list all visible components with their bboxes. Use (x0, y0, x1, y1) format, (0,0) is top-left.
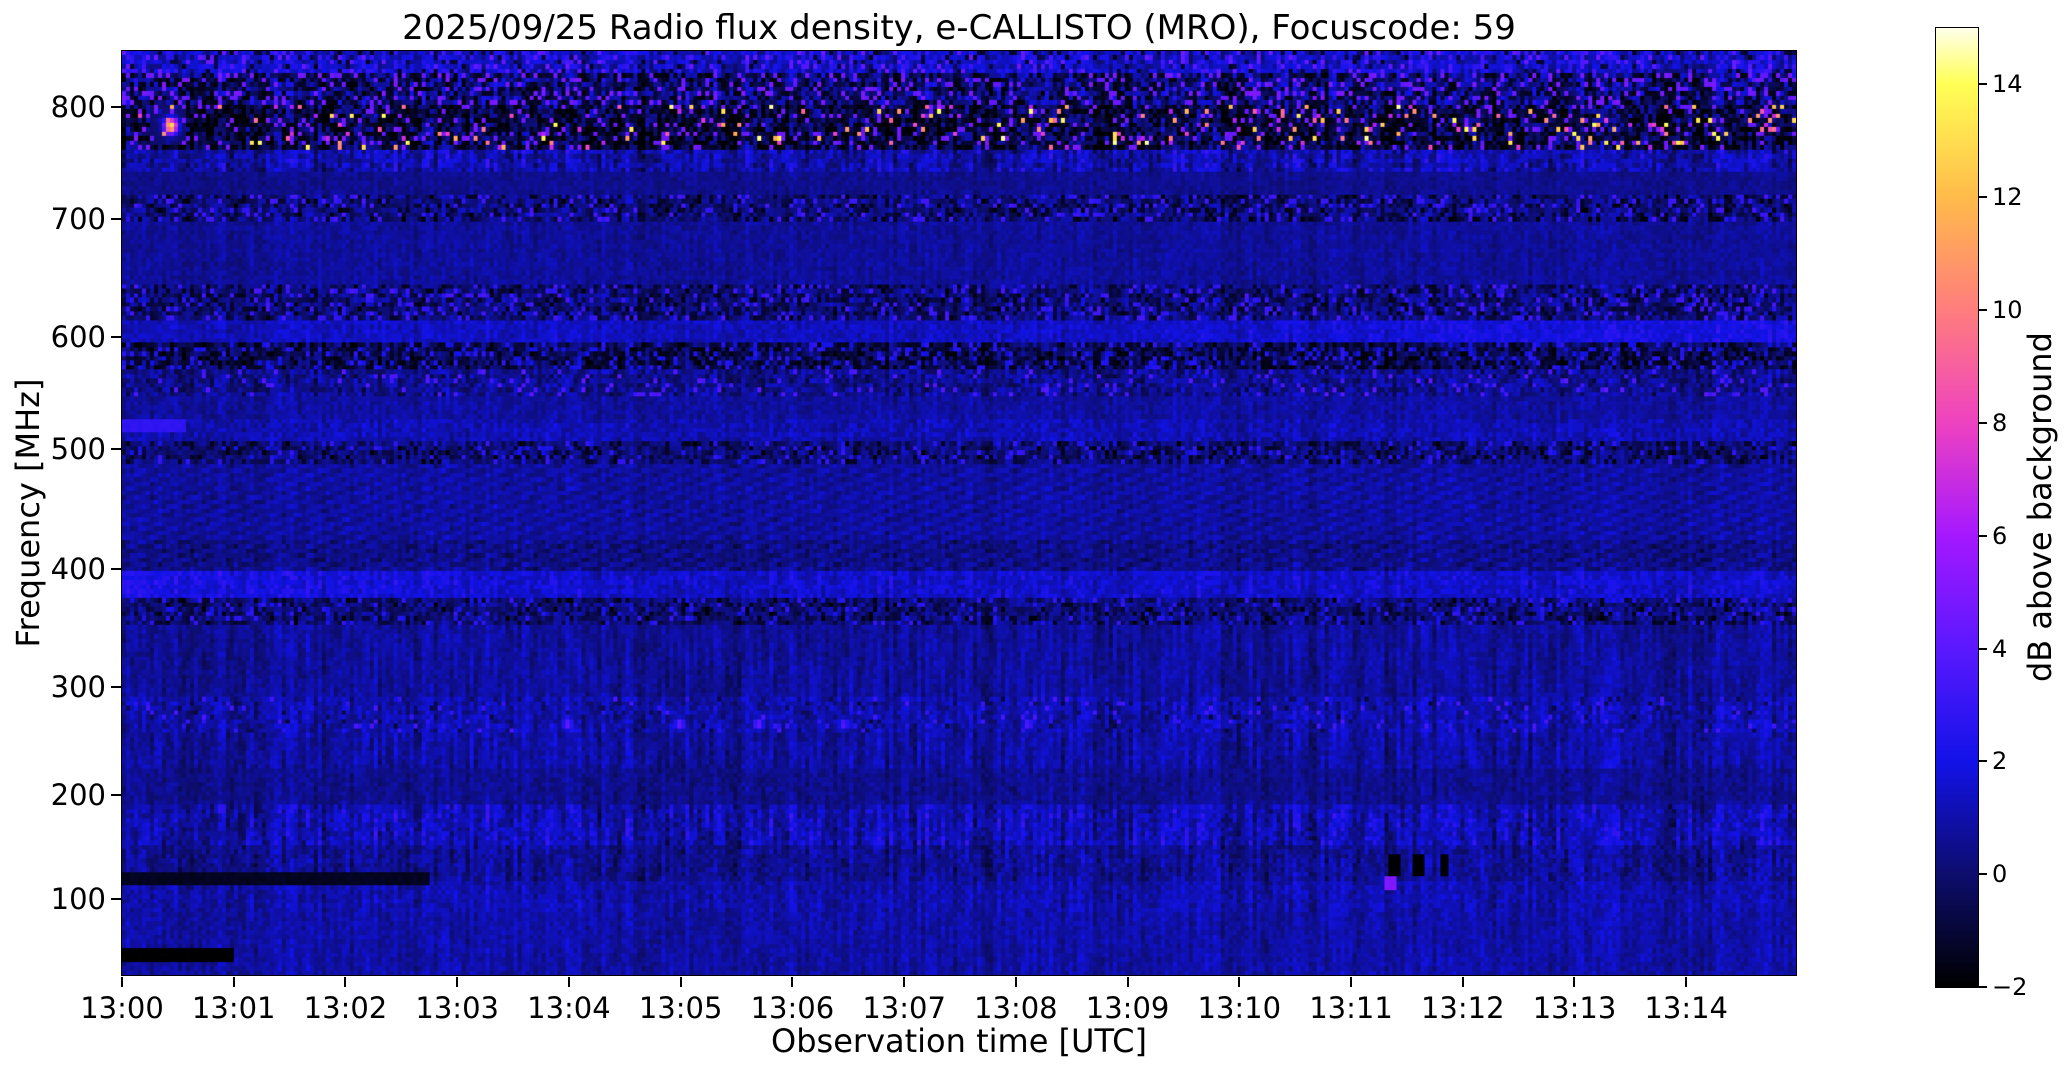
colorbar-tick-label: 8 (1992, 408, 2008, 437)
colorbar-tick-label: 2 (1992, 747, 2008, 776)
colorbar-tick-label: 12 (1992, 183, 2023, 212)
y-tick-mark (111, 106, 121, 109)
x-tick-mark (567, 977, 570, 987)
x-tick-mark (1461, 977, 1464, 987)
x-tick-mark (232, 977, 235, 987)
y-axis-label: Frequency [MHz] (9, 378, 47, 648)
colorbar-tick-label: 10 (1992, 296, 2023, 325)
colorbar-tick-mark (1979, 196, 1987, 199)
x-tick-label: 13:06 (750, 991, 835, 1025)
x-tick-label: 13:13 (1532, 991, 1617, 1025)
x-tick-label: 13:02 (303, 991, 388, 1025)
y-tick-mark (111, 794, 121, 797)
x-tick-label: 13:00 (80, 991, 164, 1025)
x-tick-label: 13:01 (191, 991, 276, 1025)
x-tick-label: 13:12 (1420, 991, 1505, 1025)
x-tick-mark (1238, 977, 1241, 987)
y-tick-mark (111, 447, 121, 450)
plot-area: 13:00 13:01 13:02 13:03 13:04 13:05 13:06 13:07… (51, 50, 1797, 1025)
x-tick-label: 13:07 (862, 991, 946, 1025)
x-tick-mark (1350, 977, 1353, 987)
y-tick-mark (111, 217, 121, 220)
y-tick-label: 500 (50, 431, 106, 466)
y-tick-mark (111, 897, 121, 900)
colorbar-tick-label: 4 (1992, 634, 2008, 663)
colorbar: 14 12 10 8 6 4 2 0 −2 (1935, 27, 2027, 1001)
y-tick-mark (111, 336, 121, 339)
colorbar-tick-mark (1979, 534, 1987, 537)
y-tick-label: 600 (50, 320, 106, 355)
colorbar-tick-label: 6 (1992, 521, 2008, 550)
colorbar-tick-mark (1979, 309, 1987, 312)
y-tick-label: 800 (50, 90, 106, 125)
x-tick-mark (679, 977, 682, 987)
y-tick-mark (111, 568, 121, 570)
colorbar-tick-label: 0 (1992, 860, 2008, 889)
colorbar-tick-mark (1979, 421, 1987, 424)
x-tick-label: 13:04 (527, 991, 611, 1025)
spectrogram-heatmap (122, 51, 1796, 975)
x-tick-label: 13:03 (415, 991, 499, 1025)
x-tick-mark (344, 977, 347, 987)
x-tick-label: 13:10 (1197, 991, 1282, 1025)
x-tick-mark (1014, 977, 1017, 987)
x-axis-label: Observation time [UTC] (771, 1022, 1147, 1060)
colorbar-tick-mark (1979, 83, 1987, 86)
x-tick-label: 13:08 (974, 991, 1058, 1025)
x-tick-label: 13:11 (1309, 991, 1393, 1025)
colorbar-tick-label: −2 (1992, 973, 2028, 1001)
y-tick-mark (111, 685, 121, 688)
x-tick-label: 13:09 (1085, 991, 1170, 1025)
y-tick-label: 700 (50, 201, 106, 236)
colorbar-label: dB above background (2021, 332, 2059, 682)
x-tick-mark (1126, 977, 1129, 987)
x-tick-mark (121, 977, 123, 987)
x-tick-mark (903, 977, 906, 987)
y-tick-label: 100 (50, 881, 106, 916)
y-tick-label: 400 (50, 552, 106, 586)
y-tick-label: 200 (50, 778, 106, 813)
y-tick-label: 300 (50, 669, 106, 704)
colorbar-tick-mark (1979, 760, 1987, 763)
chart-title: 2025/09/25 Radio flux density, e-CALLIST… (402, 8, 1516, 48)
colorbar-tick-mark (1979, 873, 1987, 876)
x-tick-label: 13:05 (638, 991, 723, 1025)
x-tick-mark (1685, 977, 1688, 987)
colorbar-tick-label: 14 (1992, 70, 2023, 99)
colorbar-tick-mark (1979, 647, 1987, 650)
x-tick-label: 13:14 (1644, 991, 1729, 1025)
x-tick-mark (791, 977, 794, 987)
x-tick-mark (456, 977, 459, 987)
x-tick-mark (1573, 977, 1576, 987)
colorbar-tick-mark (1979, 986, 1987, 988)
